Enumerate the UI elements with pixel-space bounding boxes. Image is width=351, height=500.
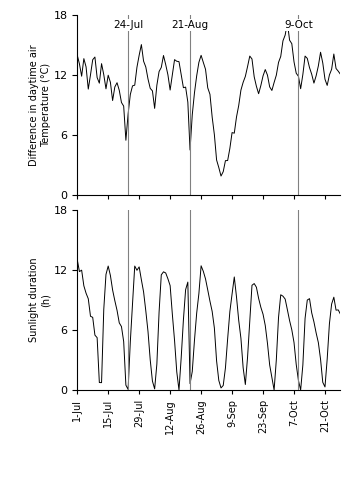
Text: 24-Jul: 24-Jul bbox=[113, 20, 143, 30]
Y-axis label: Sunlight duration
(h): Sunlight duration (h) bbox=[29, 258, 51, 342]
Text: 9-Oct: 9-Oct bbox=[284, 20, 313, 30]
Text: 21-Aug: 21-Aug bbox=[172, 20, 208, 30]
Y-axis label: Difference in daytime air
Temperature (°C): Difference in daytime air Temperature (°… bbox=[29, 44, 51, 166]
